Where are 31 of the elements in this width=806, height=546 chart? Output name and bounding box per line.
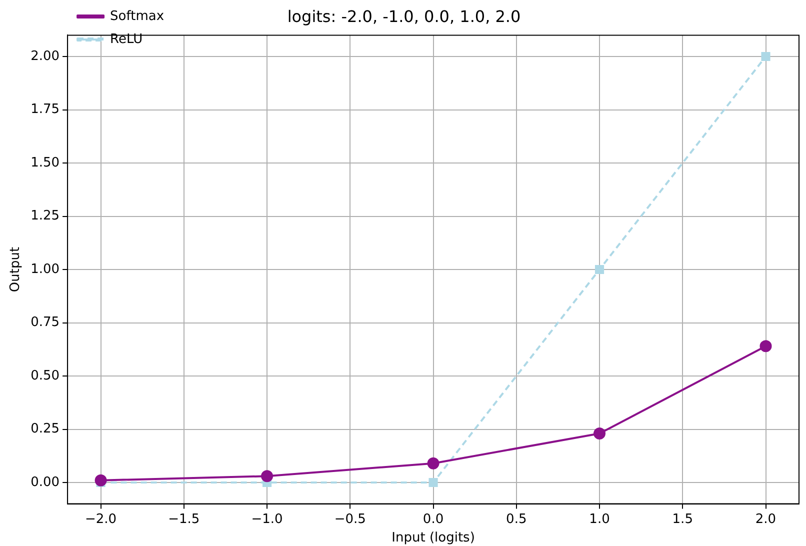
x-tick-label: −2.0 (85, 512, 117, 527)
y-tick-label: 1.25 (30, 208, 60, 224)
x-tick-label: 1.0 (589, 512, 610, 527)
y-tick-label: 1.50 (30, 155, 60, 170)
point (761, 52, 770, 62)
chart-title: logits: -2.0, -1.0, 0.0, 1.0, 2.0 (287, 6, 521, 26)
y-tick-label: 1.75 (30, 102, 60, 118)
x-tick-label: 1.5 (672, 512, 693, 527)
legend-label: Softmax (110, 8, 164, 24)
point (94, 474, 107, 486)
y-tick-label: 0.50 (30, 368, 60, 384)
point (594, 428, 606, 440)
x-tick-label: −1.0 (251, 512, 283, 527)
y-tick-label: 0.00 (30, 474, 60, 490)
x-tick-label: 0.5 (506, 512, 527, 527)
point (427, 457, 440, 470)
point (261, 470, 274, 482)
y-tick-label: 2.00 (30, 48, 60, 64)
y-tick-label: 1.00 (30, 262, 60, 277)
legend-label: ReLU (110, 32, 143, 47)
x-tick-label: −0.5 (334, 512, 366, 527)
point (594, 264, 604, 274)
x-tick-label: −1.5 (168, 512, 200, 527)
y-axis-title: Output (8, 246, 24, 292)
x-tick-label: 2.0 (755, 512, 776, 527)
x-axis-title: Input (logits) (392, 530, 475, 546)
y-tick-label: 0.25 (30, 422, 60, 437)
point (760, 340, 772, 352)
x-tick-label: 0.0 (422, 512, 444, 527)
point (428, 478, 438, 488)
y-tick-label: 0.75 (30, 315, 60, 330)
